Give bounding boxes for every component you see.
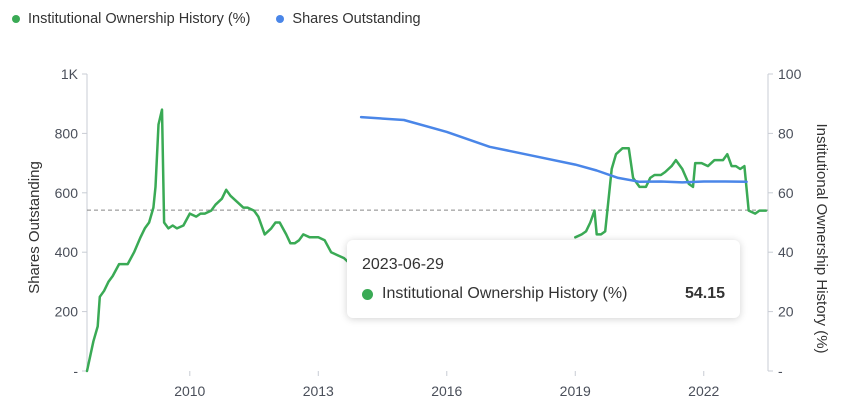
left-tick-label: 800 bbox=[55, 125, 79, 141]
left-tick-label: - bbox=[73, 363, 78, 379]
x-tick-label: 2013 bbox=[303, 383, 334, 399]
right-tick-label: - bbox=[778, 363, 783, 379]
chart-tooltip: 2023-06-29 Institutional Ownership Histo… bbox=[347, 240, 740, 318]
left-tick-label: 200 bbox=[55, 304, 79, 320]
tooltip-value: 54.15 bbox=[684, 285, 725, 302]
left-tick-label: 1K bbox=[61, 66, 79, 82]
right-tick-label: 20 bbox=[778, 304, 794, 320]
right-axis-title: Institutional Ownership History (%) bbox=[813, 123, 830, 353]
x-tick-label: 2019 bbox=[560, 383, 591, 399]
x-tick-label: 2016 bbox=[431, 383, 462, 399]
legend-label: Institutional Ownership History (%) bbox=[28, 11, 251, 27]
right-tick-label: 100 bbox=[778, 66, 802, 82]
right-tick-label: 40 bbox=[778, 244, 794, 260]
right-tick-label: 80 bbox=[778, 125, 794, 141]
legend-item-shares-outstanding[interactable]: Shares Outstanding bbox=[276, 11, 421, 27]
right-tick-label: 60 bbox=[778, 185, 794, 201]
left-tick-label: 600 bbox=[55, 185, 79, 201]
tooltip-series-label: Institutional Ownership History (%) bbox=[382, 285, 628, 302]
legend-label: Shares Outstanding bbox=[292, 11, 421, 27]
legend-dot-blue bbox=[276, 15, 285, 23]
x-tick-label: 2022 bbox=[688, 383, 719, 399]
tooltip-series-dot bbox=[362, 288, 373, 300]
series-line-institutional-ownership bbox=[574, 147, 768, 239]
series-line-shares-outstanding bbox=[359, 115, 748, 184]
left-axis-title: Shares Outstanding bbox=[26, 161, 43, 294]
x-tick-label: 2010 bbox=[174, 383, 205, 399]
legend-item-institutional-ownership[interactable]: Institutional Ownership History (%) bbox=[12, 11, 250, 27]
tooltip-date: 2023-06-29 bbox=[362, 256, 444, 273]
tooltip-row: Institutional Ownership History (%) 54.1… bbox=[362, 285, 725, 303]
series-line-institutional-ownership bbox=[85, 108, 406, 373]
legend-dot-green bbox=[12, 15, 20, 23]
chart-legend: Institutional Ownership History (%) Shar… bbox=[12, 11, 421, 27]
left-tick-label: 400 bbox=[55, 244, 79, 260]
